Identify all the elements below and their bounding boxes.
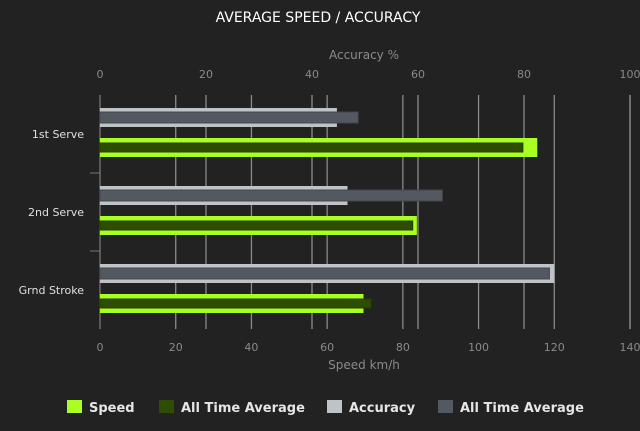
legend-label: All Time Average xyxy=(460,401,584,416)
legend-swatch xyxy=(159,400,174,413)
bottom-tick-label: 40 xyxy=(244,341,258,354)
bottom-tick-label: 0 xyxy=(97,341,104,354)
bottom-tick-label: 20 xyxy=(169,341,183,354)
bar-speed-all-time-average xyxy=(100,299,371,308)
category-label: 2nd Serve xyxy=(28,206,84,219)
legend-label: Speed xyxy=(89,401,135,416)
bar-speed-all-time-average xyxy=(100,143,523,152)
top-tick-label: 80 xyxy=(517,68,531,81)
bar-speed-all-time-average xyxy=(100,221,413,230)
top-tick-label: 100 xyxy=(620,68,640,81)
chart-title: AVERAGE SPEED / ACCURACY xyxy=(216,10,421,26)
bottom-tick-label: 60 xyxy=(320,341,334,354)
legend-label: All Time Average xyxy=(181,401,305,416)
bottom-tick-label: 140 xyxy=(620,341,640,354)
top-axis-label: Accuracy % xyxy=(329,48,399,62)
legend-swatch xyxy=(327,400,342,413)
bottom-axis-label: Speed km/h xyxy=(328,358,400,372)
bottom-tick-label: 120 xyxy=(544,341,565,354)
bar-accuracy-all-time-average xyxy=(100,268,549,279)
bottom-tick-label: 80 xyxy=(396,341,410,354)
top-tick-label: 20 xyxy=(199,68,213,81)
bar-accuracy-all-time-average xyxy=(100,112,358,123)
category-label: Grnd Stroke xyxy=(19,284,85,297)
top-tick-label: 0 xyxy=(97,68,104,81)
legend-swatch xyxy=(67,400,82,413)
category-label: 1st Serve xyxy=(32,128,84,141)
bottom-tick-label: 100 xyxy=(468,341,489,354)
top-tick-label: 40 xyxy=(305,68,319,81)
top-tick-label: 60 xyxy=(411,68,425,81)
legend-swatch xyxy=(438,400,453,413)
legend-label: Accuracy xyxy=(349,401,416,416)
bar-accuracy-all-time-average xyxy=(100,190,442,201)
